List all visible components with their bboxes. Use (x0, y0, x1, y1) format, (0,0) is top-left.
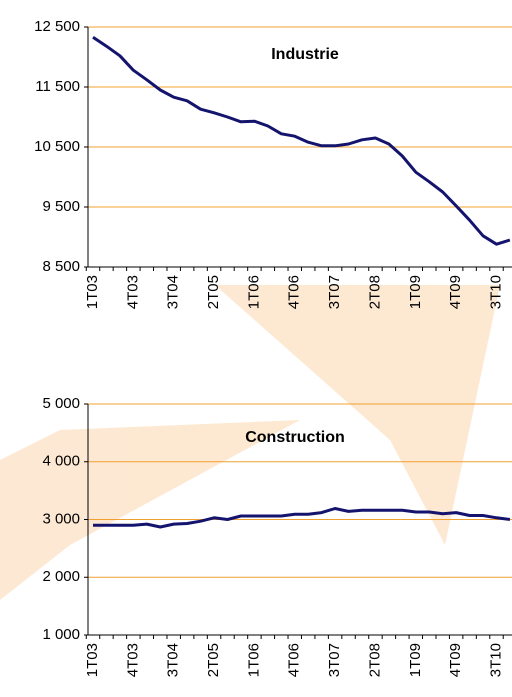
x-tick-label: 4T09 (447, 275, 464, 309)
page: 8 500 9 500 10 500 11 500 12 500 1T03 4T03 3T04… (0, 0, 512, 697)
y-tick-label: 2 000 (42, 568, 80, 585)
x-tick-label: 4T09 (447, 643, 464, 677)
x-tick-label: 4T06 (286, 643, 303, 677)
y-tick-label: 4 000 (42, 453, 80, 470)
x-tick-label: 2T08 (366, 643, 383, 677)
y-tick-label: 8 500 (42, 258, 80, 275)
x-tick-label: 1T06 (245, 643, 262, 677)
x-tick-label: 4T03 (124, 275, 141, 309)
x-tick-label: 3T04 (165, 643, 182, 677)
y-tick-label: 9 500 (42, 198, 80, 215)
y-tick-label: 1 000 (42, 626, 80, 643)
x-tick-label: 1T03 (84, 643, 101, 677)
x-tick-label: 1T09 (407, 275, 424, 309)
y-tick-label: 3 000 (42, 510, 80, 527)
y-tick-label: 11 500 (35, 78, 80, 95)
x-tick-label: 3T07 (326, 275, 343, 309)
y-tick-label: 10 500 (34, 138, 80, 155)
x-tick-label: 2T08 (366, 275, 383, 309)
x-tick-label: 4T03 (124, 643, 141, 677)
x-tick-label: 3T07 (326, 643, 343, 677)
chart-title: Construction (245, 429, 345, 446)
x-tick-label: 1T09 (407, 643, 424, 677)
x-tick-label: 2T05 (205, 643, 222, 677)
x-tick-label: 3T04 (165, 275, 182, 309)
y-tick-label: 12 500 (34, 18, 80, 35)
y-tick-label: 5 000 (42, 395, 80, 412)
x-tick-label: 1T06 (245, 275, 262, 309)
x-tick-label: 1T03 (84, 275, 101, 309)
chart-title: Industrie (271, 46, 339, 63)
x-tick-label: 3T10 (487, 275, 504, 309)
x-tick-label: 2T05 (205, 275, 222, 309)
x-tick-label: 3T10 (487, 643, 504, 677)
data-line (93, 37, 510, 244)
x-tick-label: 4T06 (286, 275, 303, 309)
